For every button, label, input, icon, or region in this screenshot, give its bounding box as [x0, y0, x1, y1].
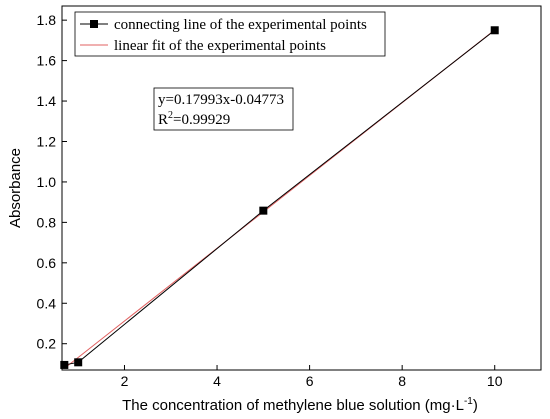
x-axis-title-main: The concentration of methylene blue solu…: [122, 397, 464, 414]
equation-text: y=0.17993x-0.04773: [158, 92, 284, 108]
y-tick-label: 0.8: [37, 214, 57, 230]
series-layer: [60, 26, 499, 369]
legend-swatch-marker: [90, 20, 98, 28]
y-tick-label: 0.6: [37, 255, 57, 271]
plot-frame: [61, 5, 542, 371]
equation-frame: [153, 87, 294, 131]
x-axis-ticks: 2 4 6 8 10: [121, 365, 503, 389]
x-tick-label: 8: [398, 373, 406, 389]
data-point: [490, 26, 499, 35]
legend-label-points: connecting line of the experimental poin…: [114, 17, 367, 33]
y-tick-label: 1.4: [37, 93, 57, 109]
y-tick-label: 0.4: [37, 295, 57, 311]
x-axis-title-sup: -1: [464, 396, 473, 407]
x-axis-title: The concentration of methylene blue solu…: [122, 396, 478, 414]
r-squared-value: =0.99929: [173, 112, 230, 128]
r-squared-prefix: R: [158, 112, 168, 128]
legend-label-fit: linear fit of the experimental points: [114, 38, 326, 54]
y-axis-ticks: 0.2 0.4 0.6 0.8 1.0 1.2 1.4 1.6 1.8: [37, 12, 67, 352]
y-tick-label: 1.6: [37, 53, 57, 69]
y-tick-label: 1.2: [37, 133, 57, 149]
data-point: [74, 358, 83, 367]
connecting-line: [64, 29, 496, 366]
x-axis-title-close: ): [473, 397, 478, 414]
r-squared-sup: 2: [168, 110, 173, 121]
equation-box: y=0.17993x-0.04773 R2=0.99929: [153, 87, 294, 131]
legend: connecting line of the experimental poin…: [74, 11, 386, 57]
y-tick-label: 1.0: [37, 174, 57, 190]
x-tick-label: 6: [306, 373, 314, 389]
y-tick-label: 1.8: [37, 12, 57, 28]
x-tick-label: 4: [213, 373, 221, 389]
y-tick-label: 0.2: [37, 336, 57, 352]
y-axis-title: Absorbance: [7, 148, 24, 228]
data-point: [259, 206, 268, 215]
r-squared-text: R2=0.99929: [158, 110, 230, 128]
data-point: [60, 360, 69, 369]
x-tick-label: 2: [121, 373, 129, 389]
x-tick-label: 10: [487, 373, 503, 389]
legend-box: [74, 11, 386, 57]
